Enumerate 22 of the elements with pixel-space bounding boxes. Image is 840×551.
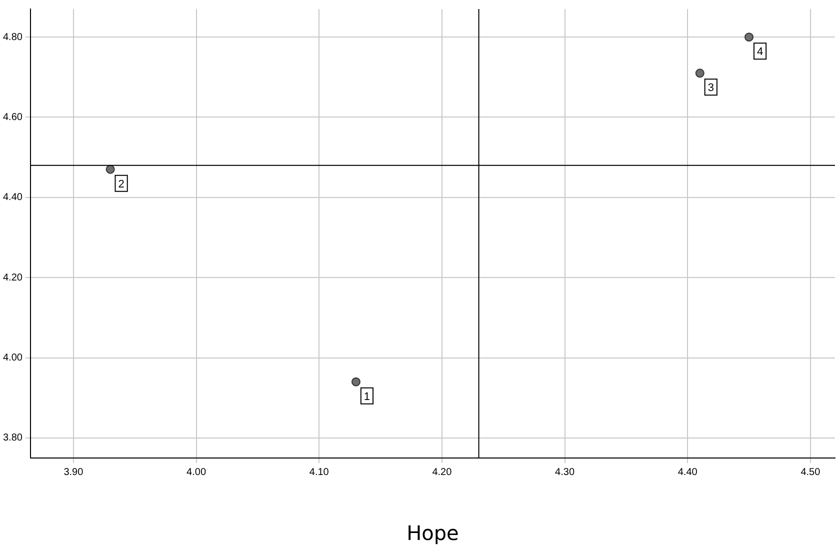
x-tick-label: 4.00 xyxy=(186,466,206,478)
point xyxy=(106,164,115,174)
x-tick-label: 4.40 xyxy=(678,466,698,478)
point xyxy=(744,32,754,42)
annotation: 2 xyxy=(118,178,124,190)
x-axis-title: Hope xyxy=(406,521,459,546)
point xyxy=(351,377,360,386)
y-tick-label: 3.80 xyxy=(2,432,23,444)
y-tick-label: 4.00 xyxy=(2,352,23,364)
x-tick-label: 3.90 xyxy=(64,466,84,478)
point xyxy=(695,68,704,78)
x-tick-label: 4.10 xyxy=(309,466,330,478)
annotation: 1 xyxy=(364,390,370,403)
x-tick-label: 4.30 xyxy=(555,466,575,478)
y-tick-label: 4.20 xyxy=(2,272,23,284)
y-tick-label: 4.80 xyxy=(2,32,23,43)
y-tick-label: 4.40 xyxy=(2,192,23,204)
x-tick-label: 4.50 xyxy=(800,466,821,478)
x-tick-label: 4.20 xyxy=(432,466,452,478)
annotation: 3 xyxy=(708,82,714,94)
y-tick-label: 4.60 xyxy=(2,112,23,123)
annotation: 4 xyxy=(756,46,764,58)
